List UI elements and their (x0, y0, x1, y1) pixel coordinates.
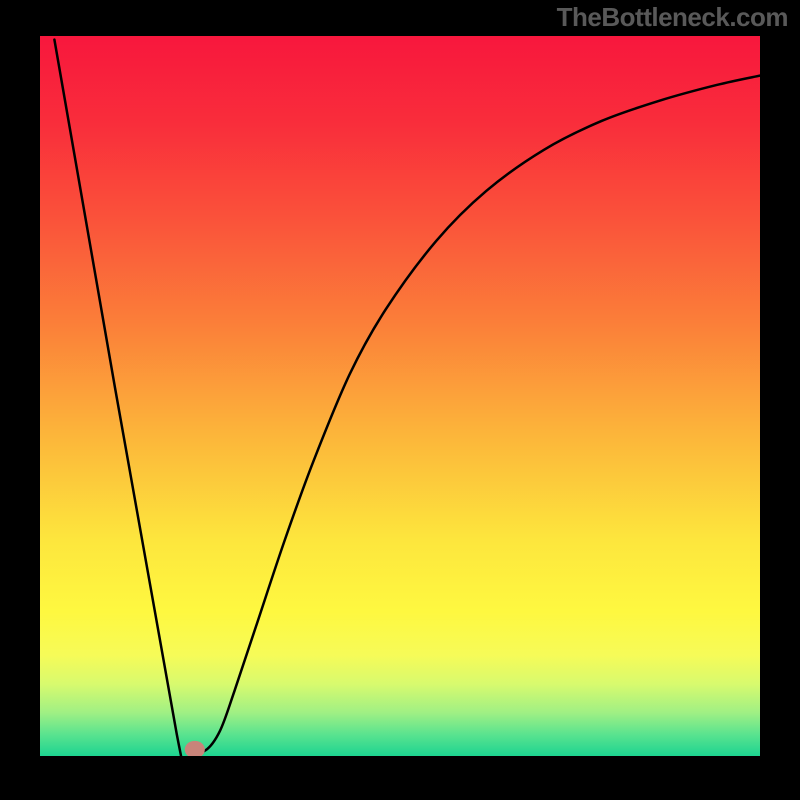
watermark-text: TheBottleneck.com (557, 2, 788, 33)
chart-svg (40, 36, 760, 756)
gradient-background (40, 36, 760, 756)
chart-frame (40, 36, 760, 756)
